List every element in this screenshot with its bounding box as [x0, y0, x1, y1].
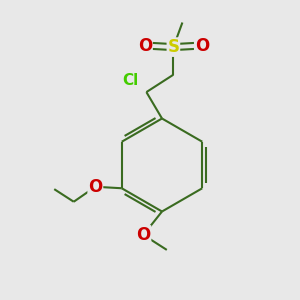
Text: O: O	[195, 37, 209, 55]
Text: O: O	[88, 178, 103, 196]
Text: Cl: Cl	[123, 73, 139, 88]
Text: O: O	[138, 37, 152, 55]
Text: S: S	[167, 38, 179, 56]
Text: O: O	[136, 226, 151, 244]
